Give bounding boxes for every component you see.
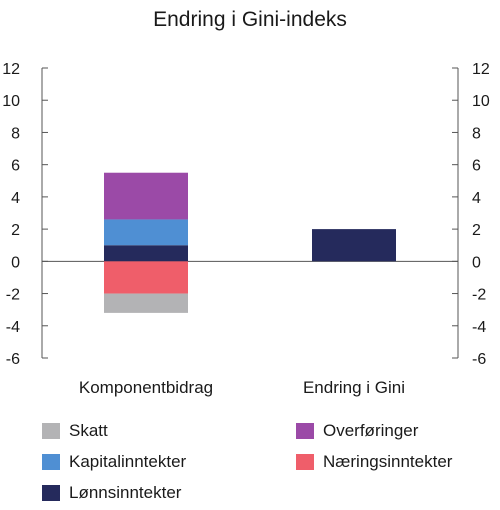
y-tick-label-left: -2 xyxy=(6,287,20,304)
y-tick-label-right: 10 xyxy=(472,93,490,110)
y-tick-label-left: 8 xyxy=(11,125,20,142)
bar-skatt-1 xyxy=(104,293,188,313)
y-tick-label-right: 8 xyxy=(472,125,481,142)
bar-næringsinntekter-1 xyxy=(104,261,188,294)
y-tick-label-left: -4 xyxy=(6,319,20,336)
y-tick-label-right: 2 xyxy=(472,222,481,239)
y-tick-label-right: 6 xyxy=(472,158,481,175)
chart-title: Endring i Gini-indeks xyxy=(153,8,347,31)
y-tick-label-right: 4 xyxy=(472,190,481,207)
category-label: Komponentbidrag xyxy=(79,378,213,397)
bar-lønnsinntekter-1 xyxy=(104,245,188,262)
y-tick-label-left: 12 xyxy=(2,61,20,78)
bar-lønnsinntekter-2 xyxy=(312,229,396,262)
bar-overføringer-1 xyxy=(104,172,188,220)
y-tick-label-left: 6 xyxy=(11,158,20,175)
y-tick-label-left: 2 xyxy=(11,222,20,239)
y-tick-label-right: 0 xyxy=(472,254,481,271)
y-tick-label-left: 0 xyxy=(11,254,20,271)
y-tick-label-right: 12 xyxy=(472,61,490,78)
y-tick-label-right: -4 xyxy=(472,319,486,336)
bar-kapitalinntekter-1 xyxy=(104,219,188,246)
y-tick-label-right: -2 xyxy=(472,287,486,304)
category-label: Endring i Gini xyxy=(303,378,405,397)
y-tick-label-left: 10 xyxy=(2,93,20,110)
y-tick-label-right: -6 xyxy=(472,351,486,368)
y-tick-label-left: 4 xyxy=(11,190,20,207)
y-tick-label-left: -6 xyxy=(6,351,20,368)
